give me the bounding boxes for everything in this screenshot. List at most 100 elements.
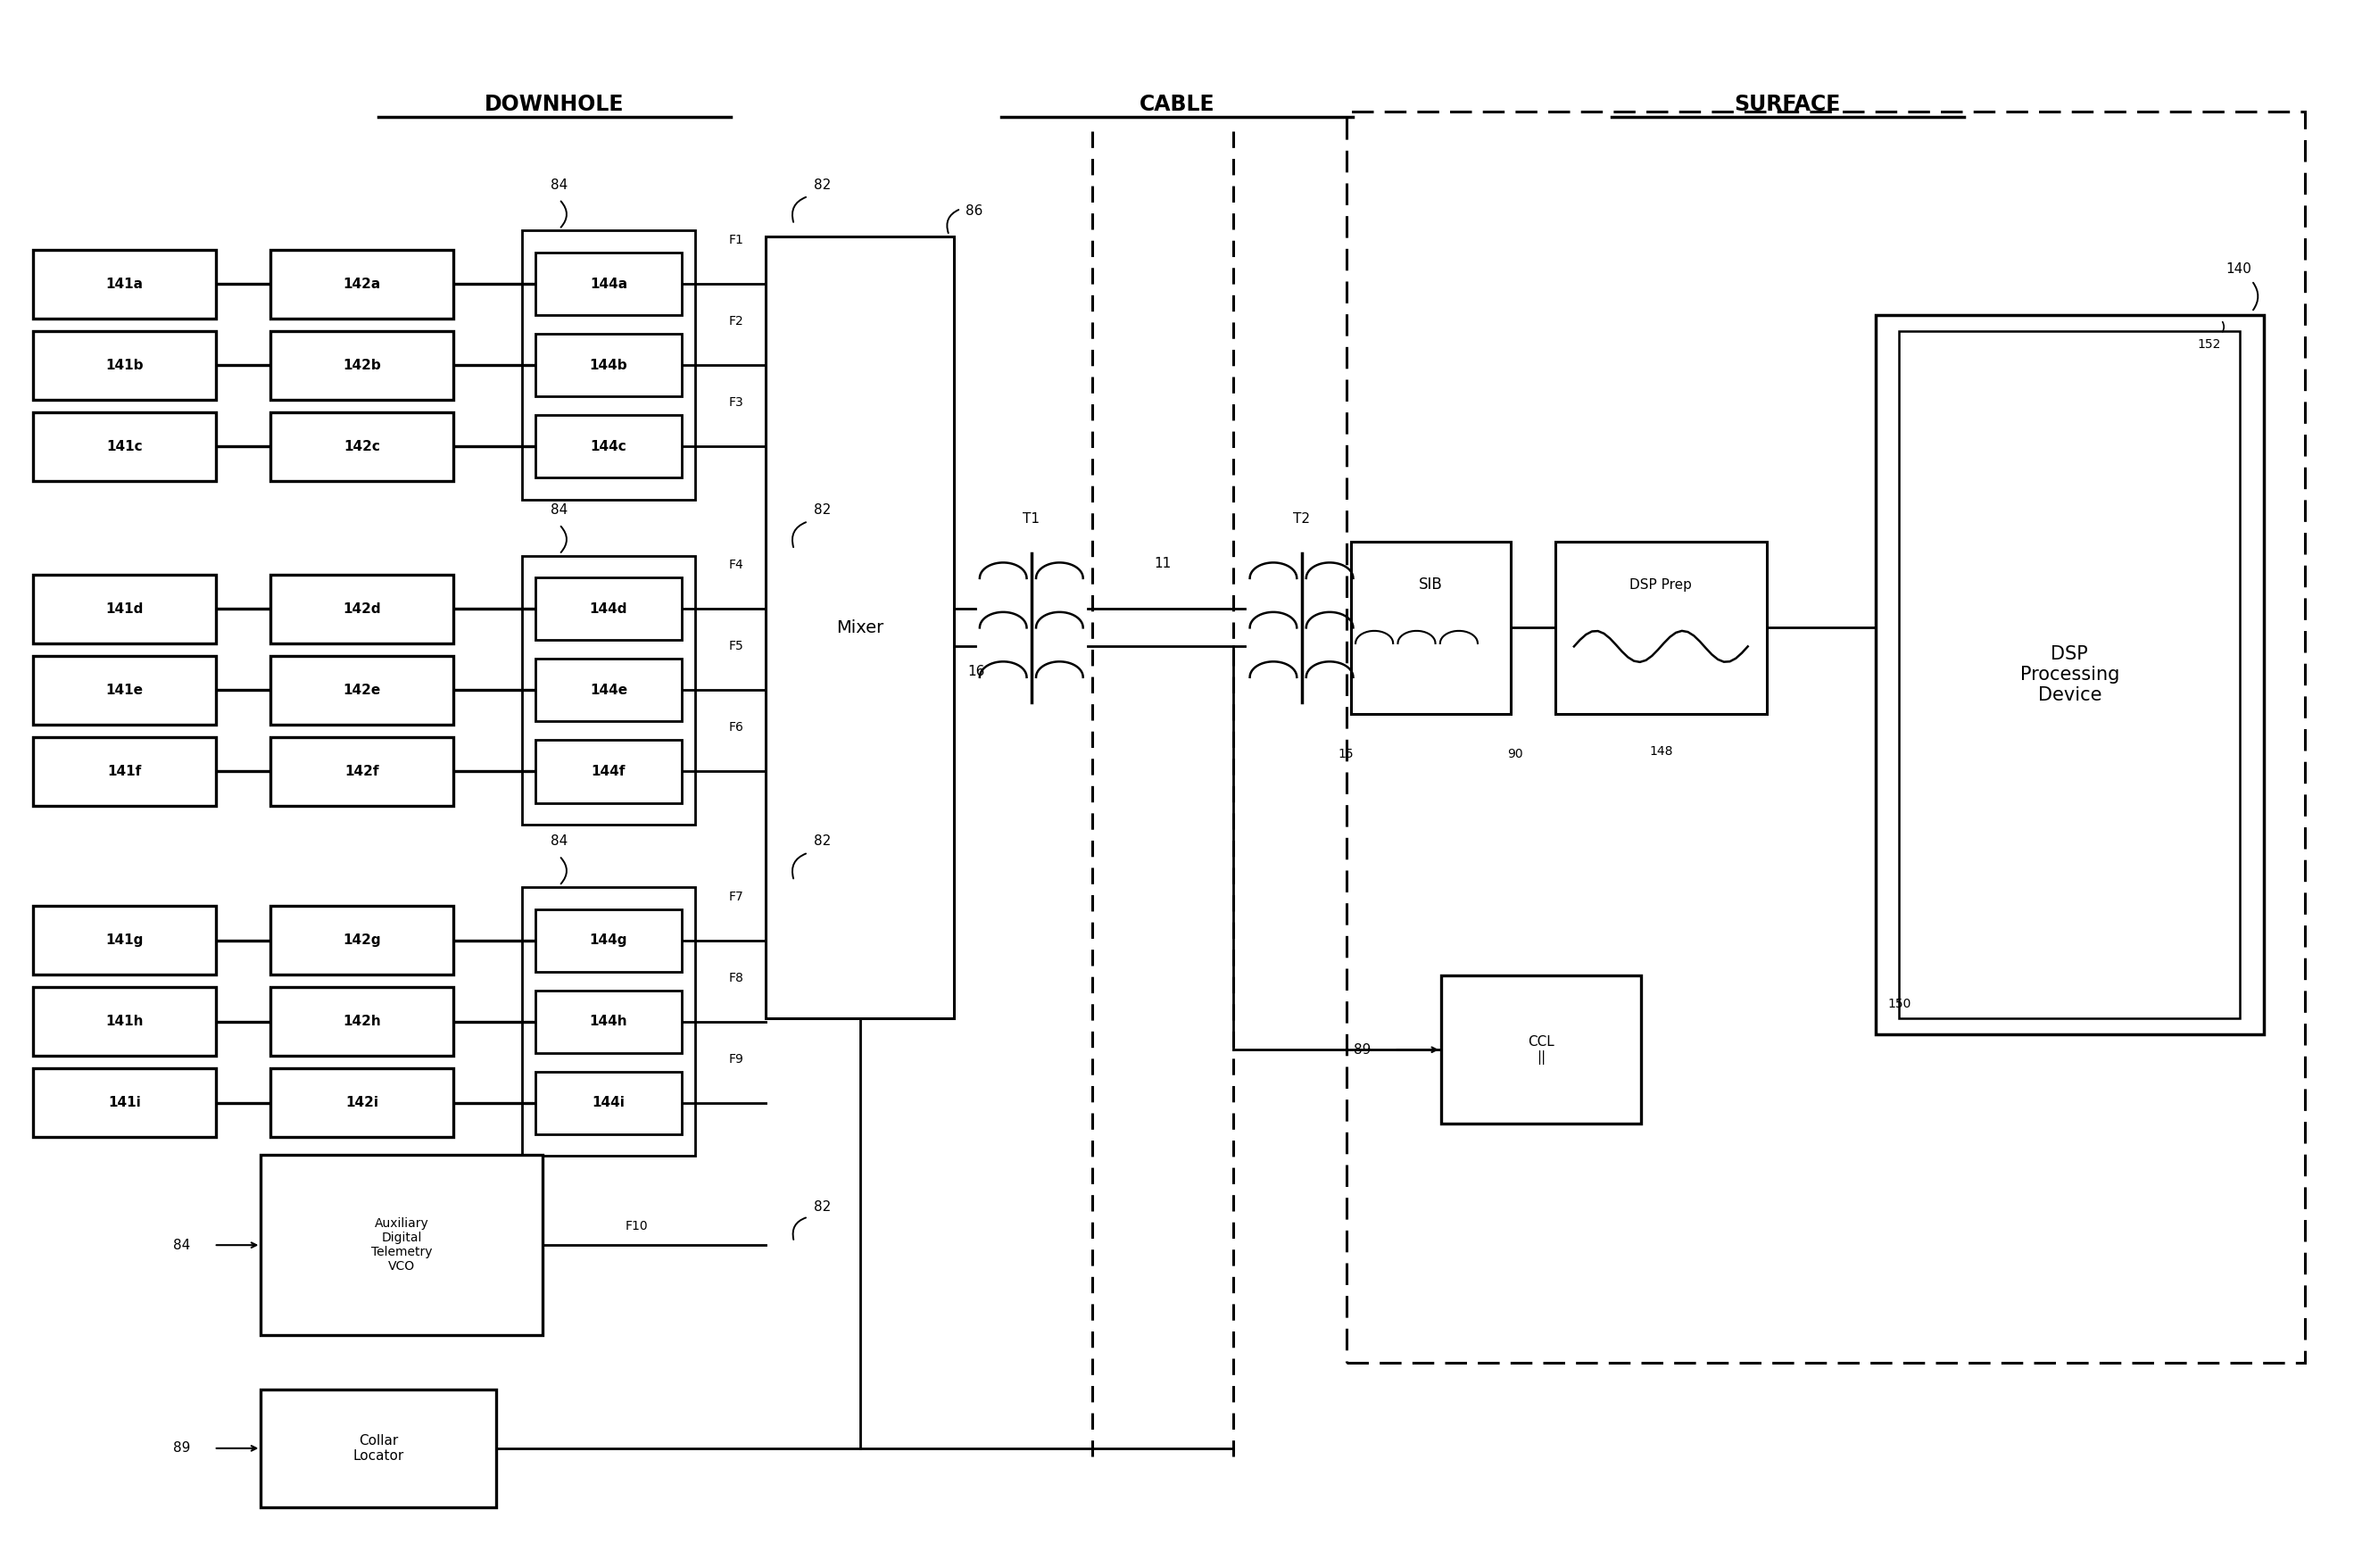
Text: 144f: 144f xyxy=(591,765,626,778)
Text: 144g: 144g xyxy=(588,933,629,947)
Bar xyxy=(33,412,217,481)
Text: F5: F5 xyxy=(727,640,744,652)
Text: 82: 82 xyxy=(814,834,831,848)
Bar xyxy=(765,237,953,1019)
Bar xyxy=(1441,975,1641,1124)
Text: DSP
Processing
Device: DSP Processing Device xyxy=(2020,644,2119,704)
Text: 142b: 142b xyxy=(344,359,381,372)
Text: 142e: 142e xyxy=(344,684,381,696)
Text: 141d: 141d xyxy=(106,602,144,616)
Text: 90: 90 xyxy=(1507,748,1523,760)
Text: 141g: 141g xyxy=(106,933,144,947)
Text: 152: 152 xyxy=(2199,339,2222,351)
Text: 150: 150 xyxy=(1888,999,1911,1011)
Text: 142d: 142d xyxy=(344,602,381,616)
Text: F2: F2 xyxy=(727,315,744,328)
Text: 141i: 141i xyxy=(108,1096,141,1110)
Text: 142f: 142f xyxy=(344,765,379,778)
Bar xyxy=(537,909,680,972)
Text: F7: F7 xyxy=(727,891,744,903)
Text: 144h: 144h xyxy=(588,1014,629,1029)
Bar xyxy=(1351,541,1511,713)
Bar xyxy=(271,331,454,400)
Text: F1: F1 xyxy=(727,234,744,246)
Text: Mixer: Mixer xyxy=(836,619,883,637)
Bar xyxy=(537,416,680,478)
Text: 15: 15 xyxy=(1339,748,1354,760)
Bar xyxy=(537,334,680,397)
Bar xyxy=(1900,331,2241,1019)
Text: 148: 148 xyxy=(1650,745,1674,757)
Text: Auxiliary
Digital
Telemetry
VCO: Auxiliary Digital Telemetry VCO xyxy=(372,1217,433,1273)
Bar xyxy=(537,991,680,1052)
Text: 144e: 144e xyxy=(591,684,626,696)
Bar xyxy=(33,249,217,318)
Bar xyxy=(271,249,454,318)
Text: 142h: 142h xyxy=(344,1014,381,1029)
Bar xyxy=(271,906,454,975)
Text: 84: 84 xyxy=(551,503,567,517)
Text: F10: F10 xyxy=(624,1220,647,1232)
Text: 142c: 142c xyxy=(344,439,379,453)
Text: 144d: 144d xyxy=(588,602,629,616)
Text: 82: 82 xyxy=(814,503,831,517)
Text: 84: 84 xyxy=(174,1239,191,1251)
Text: SIB: SIB xyxy=(1419,577,1443,593)
Text: 89: 89 xyxy=(1354,1043,1370,1057)
Text: 82: 82 xyxy=(814,179,831,191)
Text: 144b: 144b xyxy=(588,359,629,372)
Text: F6: F6 xyxy=(727,721,744,734)
Bar xyxy=(523,230,694,500)
Bar xyxy=(33,737,217,806)
Text: 141c: 141c xyxy=(106,439,144,453)
Bar xyxy=(537,659,680,721)
Bar xyxy=(271,412,454,481)
Bar xyxy=(33,574,217,643)
Bar xyxy=(33,331,217,400)
Bar xyxy=(33,906,217,975)
Text: F8: F8 xyxy=(727,972,744,985)
Bar xyxy=(33,655,217,724)
Text: 144i: 144i xyxy=(593,1096,624,1110)
Text: T1: T1 xyxy=(1024,511,1040,525)
Bar xyxy=(33,1068,217,1137)
Text: DSP Prep: DSP Prep xyxy=(1629,579,1693,591)
Text: F4: F4 xyxy=(727,558,744,571)
Text: 141h: 141h xyxy=(106,1014,144,1029)
Text: F9: F9 xyxy=(727,1052,744,1065)
Bar xyxy=(523,555,694,825)
Bar xyxy=(523,887,694,1156)
Text: 144a: 144a xyxy=(591,278,626,290)
Text: 142i: 142i xyxy=(346,1096,379,1110)
Text: CCL
||: CCL || xyxy=(1528,1035,1554,1065)
Bar xyxy=(271,1068,454,1137)
Bar xyxy=(1876,315,2265,1033)
Bar xyxy=(537,252,680,315)
Text: 89: 89 xyxy=(174,1441,191,1455)
Text: 141e: 141e xyxy=(106,684,144,696)
Text: 142g: 142g xyxy=(344,933,381,947)
Text: CABLE: CABLE xyxy=(1139,94,1215,114)
Text: 84: 84 xyxy=(551,834,567,848)
Text: 86: 86 xyxy=(965,205,984,218)
Text: 141f: 141f xyxy=(108,765,141,778)
Text: 141a: 141a xyxy=(106,278,144,290)
Text: F3: F3 xyxy=(727,397,744,409)
Text: DOWNHOLE: DOWNHOLE xyxy=(485,94,624,114)
Text: 144c: 144c xyxy=(591,439,626,453)
Text: 16: 16 xyxy=(967,665,986,679)
Bar xyxy=(537,740,680,803)
Text: 84: 84 xyxy=(551,179,567,191)
Text: SURFACE: SURFACE xyxy=(1735,94,1841,114)
Bar xyxy=(537,1071,680,1134)
Bar xyxy=(261,1389,497,1507)
Text: 140: 140 xyxy=(2227,262,2253,276)
Bar xyxy=(261,1156,544,1334)
Text: 141b: 141b xyxy=(106,359,144,372)
Bar xyxy=(537,577,680,640)
Bar xyxy=(271,988,454,1055)
Text: 82: 82 xyxy=(814,1201,831,1214)
Bar xyxy=(1556,541,1766,713)
Bar xyxy=(1346,111,2305,1363)
Bar xyxy=(271,655,454,724)
